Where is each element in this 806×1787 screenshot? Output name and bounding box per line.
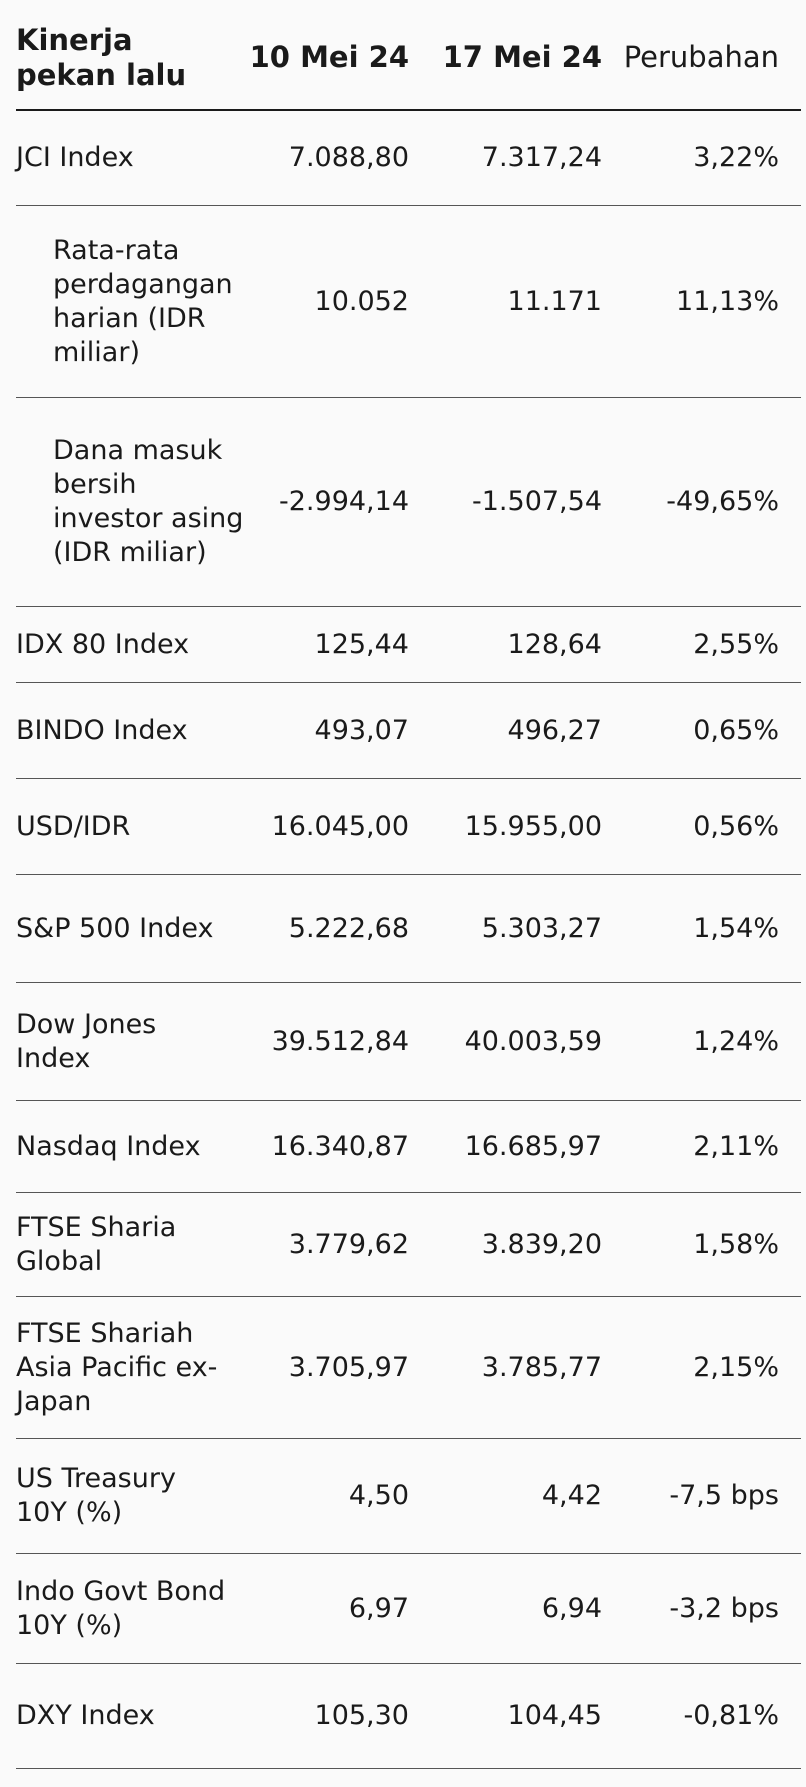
row-label: S&P 500 Index [16,912,214,944]
table-row: USD/IDR 16.045,00 15.955,00 0,56% [16,779,801,875]
row-label: Dana masuk bersih investor asing (IDR mi… [53,435,244,568]
value-10-mei: 3.779,62 [288,1228,409,1260]
value-10-mei: 39.512,84 [271,1025,409,1057]
table-title: Kinerja pekan lalu [16,23,187,92]
value-10-mei: 10.052 [314,285,409,317]
value-change: 1,58% [693,1228,779,1260]
column-header-perubahan: Perubahan [623,40,779,74]
table-row: Dow Jones Index 39.512,84 40.003,59 1,24… [16,983,801,1101]
value-10-mei: 16.045,00 [271,810,409,842]
table-row: FTSE Shariah Asia Pacific ex-Japan 3.705… [16,1297,801,1439]
row-label: Dow Jones Index [16,1008,157,1074]
value-17-mei: 16.685,97 [464,1130,602,1162]
value-17-mei: 6,94 [541,1592,602,1624]
table-row: Nasdaq Index 16.340,87 16.685,97 2,11% [16,1101,801,1193]
value-change: 2,15% [693,1351,779,1383]
value-change: 3,22% [693,142,779,173]
value-17-mei: 128,64 [507,628,602,660]
value-10-mei: 105,30 [314,1700,409,1731]
value-change: 0,56% [693,810,779,842]
value-change: 2,11% [693,1130,779,1162]
value-change: 0,65% [693,714,779,746]
value-change: -3,2 bps [669,1592,779,1624]
row-label: FTSE Sharia Global [16,1211,177,1277]
table-row: S&P 500 Index 5.222,68 5.303,27 1,54% [16,875,801,983]
value-17-mei: 3.839,20 [481,1228,602,1260]
value-change: -0,81% [683,1700,779,1731]
row-label: DXY Index [16,1700,155,1731]
row-label: FTSE Shariah Asia Pacific ex-Japan [16,1317,218,1417]
value-17-mei: 11.171 [507,285,602,317]
value-change: -49,65% [666,486,779,517]
row-label: IDX 80 Index [16,628,190,660]
value-17-mei: 15.955,00 [464,810,602,842]
table-row: JCI Index 7.088,80 7.317,24 3,22% [16,111,801,206]
table-row: FTSE Sharia Global 3.779,62 3.839,20 1,5… [16,1193,801,1297]
value-change: 2,55% [693,628,779,660]
table-row: BINDO Index 493,07 496,27 0,65% [16,683,801,779]
row-label: JCI Index [16,142,134,173]
value-change: 1,54% [693,912,779,944]
row-label: Indo Govt Bond 10Y (%) [16,1575,226,1641]
performance-table: Kinerja pekan lalu 10 Mei 24 17 Mei 24 P… [16,0,801,1769]
value-change: 11,13% [676,285,779,317]
value-17-mei: 5.303,27 [481,912,602,944]
value-17-mei: 7.317,24 [481,142,602,173]
value-10-mei: 16.340,87 [271,1130,409,1162]
value-17-mei: -1.507,54 [472,486,602,517]
value-10-mei: 125,44 [314,628,409,660]
table-header: Kinerja pekan lalu 10 Mei 24 17 Mei 24 P… [16,0,801,111]
value-17-mei: 4,42 [541,1480,602,1511]
value-17-mei: 3.785,77 [481,1351,602,1383]
table-row: IDX 80 Index 125,44 128,64 2,55% [16,607,801,683]
value-change: -7,5 bps [669,1480,779,1511]
value-10-mei: 4,50 [348,1480,409,1511]
value-10-mei: 3.705,97 [288,1351,409,1383]
value-17-mei: 104,45 [507,1700,602,1731]
value-10-mei: 5.222,68 [288,912,409,944]
value-10-mei: -2.994,14 [279,486,409,517]
row-label: Nasdaq Index [16,1130,201,1162]
table-row: US Treasury 10Y (%) 4,50 4,42 -7,5 bps [16,1439,801,1554]
table-row: Rata-rata perdagangan harian (IDR miliar… [16,206,801,398]
value-change: 1,24% [693,1025,779,1057]
table-row: Indo Govt Bond 10Y (%) 6,97 6,94 -3,2 bp… [16,1554,801,1664]
value-10-mei: 6,97 [348,1592,409,1624]
table-row: Dana masuk bersih investor asing (IDR mi… [16,398,801,607]
value-17-mei: 40.003,59 [464,1025,602,1057]
value-17-mei: 496,27 [507,714,602,746]
value-10-mei: 7.088,80 [288,142,409,173]
row-label: USD/IDR [16,810,131,842]
row-label: US Treasury 10Y (%) [16,1463,176,1528]
table-row: DXY Index 105,30 104,45 -0,81% [16,1664,801,1769]
column-header-17-mei: 17 Mei 24 [442,40,602,74]
row-label: Rata-rata perdagangan harian (IDR miliar… [53,234,233,368]
column-header-10-mei: 10 Mei 24 [249,40,409,74]
value-10-mei: 493,07 [314,714,409,746]
row-label: BINDO Index [16,714,188,746]
